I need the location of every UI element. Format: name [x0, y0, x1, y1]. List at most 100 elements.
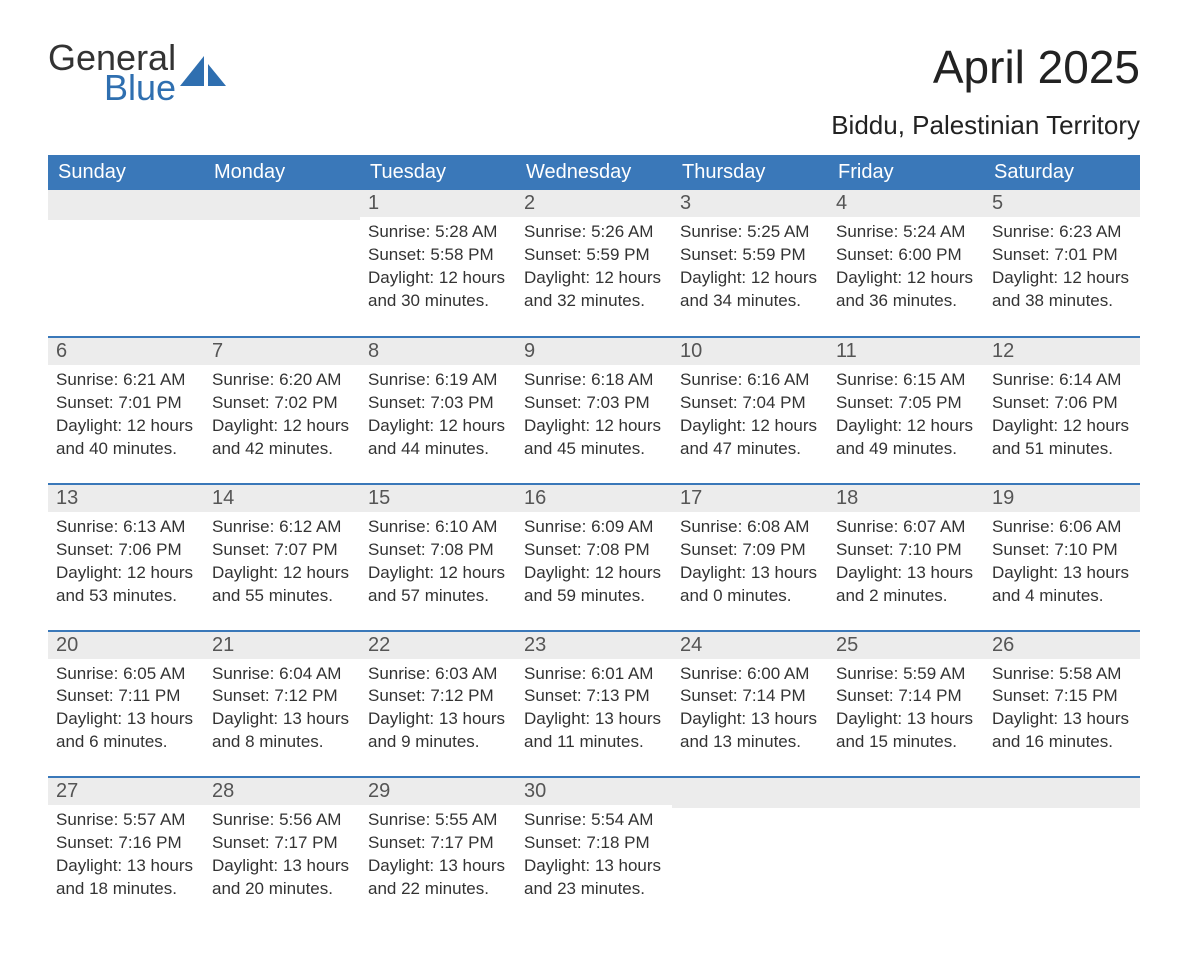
day-number: 24 — [672, 632, 828, 659]
calendar-day-cell: 26Sunrise: 5:58 AMSunset: 7:15 PMDayligh… — [984, 631, 1140, 778]
day-header: Tuesday — [360, 155, 516, 190]
day-body: Sunrise: 6:21 AMSunset: 7:01 PMDaylight:… — [48, 365, 204, 483]
sunset-line: Sunset: 7:01 PM — [992, 244, 1132, 267]
daylight-line: Daylight: 13 hours and 15 minutes. — [836, 708, 976, 754]
sunset-line: Sunset: 7:08 PM — [368, 539, 508, 562]
title-block: April 2025 Biddu, Palestinian Territory — [831, 40, 1140, 141]
sunrise-line: Sunrise: 6:07 AM — [836, 516, 976, 539]
sunrise-line: Sunrise: 6:03 AM — [368, 663, 508, 686]
sunset-line: Sunset: 7:05 PM — [836, 392, 976, 415]
sunset-line: Sunset: 7:06 PM — [992, 392, 1132, 415]
calendar-week-row: 6Sunrise: 6:21 AMSunset: 7:01 PMDaylight… — [48, 337, 1140, 484]
day-body — [672, 808, 828, 924]
daylight-line: Daylight: 12 hours and 49 minutes. — [836, 415, 976, 461]
daylight-line: Daylight: 12 hours and 51 minutes. — [992, 415, 1132, 461]
sunrise-line: Sunrise: 5:59 AM — [836, 663, 976, 686]
day-number: 7 — [204, 338, 360, 365]
sunset-line: Sunset: 7:18 PM — [524, 832, 664, 855]
daylight-line: Daylight: 12 hours and 44 minutes. — [368, 415, 508, 461]
day-number: 6 — [48, 338, 204, 365]
sunset-line: Sunset: 7:12 PM — [368, 685, 508, 708]
calendar-day-cell: 25Sunrise: 5:59 AMSunset: 7:14 PMDayligh… — [828, 631, 984, 778]
calendar-day-cell: 23Sunrise: 6:01 AMSunset: 7:13 PMDayligh… — [516, 631, 672, 778]
calendar-week-row: 20Sunrise: 6:05 AMSunset: 7:11 PMDayligh… — [48, 631, 1140, 778]
calendar-day-cell: 1Sunrise: 5:28 AMSunset: 5:58 PMDaylight… — [360, 190, 516, 337]
day-body: Sunrise: 6:15 AMSunset: 7:05 PMDaylight:… — [828, 365, 984, 483]
calendar-day-cell: 13Sunrise: 6:13 AMSunset: 7:06 PMDayligh… — [48, 484, 204, 631]
daylight-line: Daylight: 12 hours and 45 minutes. — [524, 415, 664, 461]
calendar-week-row: 27Sunrise: 5:57 AMSunset: 7:16 PMDayligh… — [48, 777, 1140, 924]
day-number: 17 — [672, 485, 828, 512]
sunrise-line: Sunrise: 6:08 AM — [680, 516, 820, 539]
sunrise-line: Sunrise: 6:10 AM — [368, 516, 508, 539]
brand-sail-icon — [180, 56, 226, 90]
day-body: Sunrise: 6:05 AMSunset: 7:11 PMDaylight:… — [48, 659, 204, 777]
calendar-day-cell: 3Sunrise: 5:25 AMSunset: 5:59 PMDaylight… — [672, 190, 828, 337]
calendar-day-cell: 30Sunrise: 5:54 AMSunset: 7:18 PMDayligh… — [516, 777, 672, 924]
page-title: April 2025 — [831, 40, 1140, 94]
day-header: Monday — [204, 155, 360, 190]
daylight-line: Daylight: 12 hours and 30 minutes. — [368, 267, 508, 313]
sunrise-line: Sunrise: 6:19 AM — [368, 369, 508, 392]
calendar-day-cell: 14Sunrise: 6:12 AMSunset: 7:07 PMDayligh… — [204, 484, 360, 631]
day-number: 18 — [828, 485, 984, 512]
sunset-line: Sunset: 7:17 PM — [368, 832, 508, 855]
sunrise-line: Sunrise: 6:04 AM — [212, 663, 352, 686]
header: General Blue April 2025 Biddu, Palestini… — [48, 40, 1140, 141]
daylight-line: Daylight: 13 hours and 6 minutes. — [56, 708, 196, 754]
day-number: 27 — [48, 778, 204, 805]
day-number — [828, 778, 984, 808]
sunset-line: Sunset: 7:04 PM — [680, 392, 820, 415]
day-body: Sunrise: 5:58 AMSunset: 7:15 PMDaylight:… — [984, 659, 1140, 777]
day-body: Sunrise: 5:26 AMSunset: 5:59 PMDaylight:… — [516, 217, 672, 335]
day-number: 3 — [672, 190, 828, 217]
sunrise-line: Sunrise: 5:28 AM — [368, 221, 508, 244]
sunrise-line: Sunrise: 6:21 AM — [56, 369, 196, 392]
daylight-line: Daylight: 13 hours and 23 minutes. — [524, 855, 664, 901]
sunset-line: Sunset: 7:13 PM — [524, 685, 664, 708]
sunrise-line: Sunrise: 6:09 AM — [524, 516, 664, 539]
day-body: Sunrise: 6:04 AMSunset: 7:12 PMDaylight:… — [204, 659, 360, 777]
day-number: 4 — [828, 190, 984, 217]
sunrise-line: Sunrise: 6:06 AM — [992, 516, 1132, 539]
sunrise-line: Sunrise: 6:14 AM — [992, 369, 1132, 392]
day-header: Friday — [828, 155, 984, 190]
sunset-line: Sunset: 7:06 PM — [56, 539, 196, 562]
day-number: 30 — [516, 778, 672, 805]
sunset-line: Sunset: 7:07 PM — [212, 539, 352, 562]
sunset-line: Sunset: 6:00 PM — [836, 244, 976, 267]
sunset-line: Sunset: 7:10 PM — [992, 539, 1132, 562]
daylight-line: Daylight: 12 hours and 38 minutes. — [992, 267, 1132, 313]
day-number — [48, 190, 204, 220]
day-body: Sunrise: 6:07 AMSunset: 7:10 PMDaylight:… — [828, 512, 984, 630]
sunset-line: Sunset: 7:14 PM — [836, 685, 976, 708]
calendar-day-cell: 12Sunrise: 6:14 AMSunset: 7:06 PMDayligh… — [984, 337, 1140, 484]
calendar-day-cell: 15Sunrise: 6:10 AMSunset: 7:08 PMDayligh… — [360, 484, 516, 631]
sunrise-line: Sunrise: 6:05 AM — [56, 663, 196, 686]
day-header: Thursday — [672, 155, 828, 190]
sunrise-line: Sunrise: 6:00 AM — [680, 663, 820, 686]
day-body — [984, 808, 1140, 924]
daylight-line: Daylight: 12 hours and 53 minutes. — [56, 562, 196, 608]
calendar-day-cell: 28Sunrise: 5:56 AMSunset: 7:17 PMDayligh… — [204, 777, 360, 924]
sunset-line: Sunset: 7:03 PM — [524, 392, 664, 415]
daylight-line: Daylight: 13 hours and 0 minutes. — [680, 562, 820, 608]
day-header: Wednesday — [516, 155, 672, 190]
day-body: Sunrise: 6:08 AMSunset: 7:09 PMDaylight:… — [672, 512, 828, 630]
daylight-line: Daylight: 12 hours and 40 minutes. — [56, 415, 196, 461]
daylight-line: Daylight: 12 hours and 32 minutes. — [524, 267, 664, 313]
calendar-day-cell — [828, 777, 984, 924]
calendar-day-cell: 17Sunrise: 6:08 AMSunset: 7:09 PMDayligh… — [672, 484, 828, 631]
sunset-line: Sunset: 7:16 PM — [56, 832, 196, 855]
day-number: 2 — [516, 190, 672, 217]
sunset-line: Sunset: 7:12 PM — [212, 685, 352, 708]
day-number: 1 — [360, 190, 516, 217]
day-body: Sunrise: 6:03 AMSunset: 7:12 PMDaylight:… — [360, 659, 516, 777]
day-body: Sunrise: 6:13 AMSunset: 7:06 PMDaylight:… — [48, 512, 204, 630]
day-body: Sunrise: 6:00 AMSunset: 7:14 PMDaylight:… — [672, 659, 828, 777]
day-number: 22 — [360, 632, 516, 659]
calendar-day-cell: 5Sunrise: 6:23 AMSunset: 7:01 PMDaylight… — [984, 190, 1140, 337]
sunset-line: Sunset: 7:08 PM — [524, 539, 664, 562]
day-body: Sunrise: 6:23 AMSunset: 7:01 PMDaylight:… — [984, 217, 1140, 335]
daylight-line: Daylight: 12 hours and 57 minutes. — [368, 562, 508, 608]
